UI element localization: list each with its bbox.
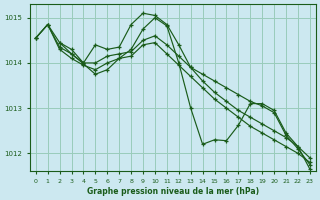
X-axis label: Graphe pression niveau de la mer (hPa): Graphe pression niveau de la mer (hPa) <box>87 187 259 196</box>
